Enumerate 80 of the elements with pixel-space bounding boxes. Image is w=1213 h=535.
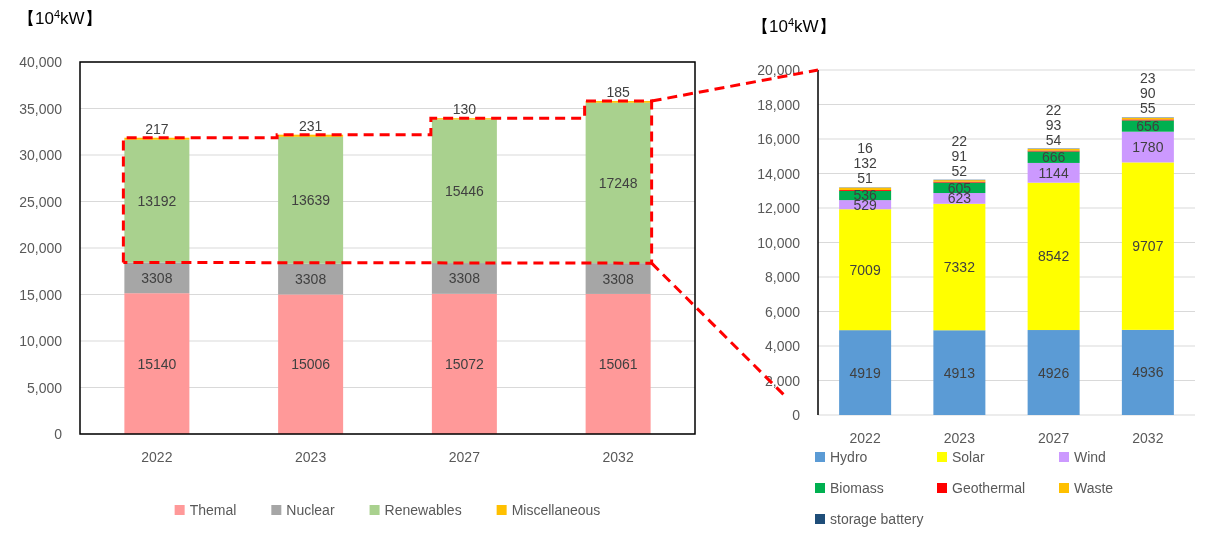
y-tick-label: 20,000 (19, 240, 63, 256)
y-tick-label: 10,000 (757, 234, 801, 251)
data-label: 23 (1140, 70, 1156, 87)
legend-label: Renewables (384, 502, 462, 518)
data-label: 185 (606, 84, 631, 101)
legend-label: Miscellaneous (511, 502, 601, 518)
y-tick-label: 8,000 (764, 269, 801, 285)
data-label: 15140 (137, 355, 177, 372)
y-tick-label: 5,000 (26, 379, 63, 396)
y-tick-label: 0 (54, 426, 63, 442)
y-tick-label: 10,000 (19, 333, 63, 349)
y-tick-label: 12,000 (757, 200, 801, 216)
data-label: 3308 (295, 271, 327, 288)
data-label: 55 (1140, 100, 1156, 117)
data-label: 90 (1140, 85, 1156, 102)
legend-label: Nuclear (286, 502, 335, 518)
data-label: 7009 (849, 261, 881, 278)
y-axis-title: 【10$^{4}$kW】 (18, 8, 102, 28)
data-label: 3308 (602, 270, 634, 287)
x-tick-label: 2023 (943, 430, 976, 446)
y-tick-label: 4,000 (764, 338, 801, 354)
data-label: 231 (298, 117, 323, 134)
data-label: 132 (853, 155, 878, 172)
y-tick-label: 18,000 (757, 96, 801, 113)
data-label: 3308 (141, 269, 173, 286)
data-label: 666 (1041, 149, 1066, 166)
x-tick-label: 2027 (1038, 430, 1070, 446)
legend-label: Biomass (830, 480, 884, 496)
data-label: 217 (145, 120, 169, 137)
data-label: 17248 (598, 174, 638, 191)
y-tick-label: 6,000 (764, 303, 801, 320)
data-label: 656 (1136, 118, 1160, 135)
legend-label: Hydro (830, 449, 868, 465)
x-tick-label: 2022 (849, 430, 881, 446)
data-label: 7332 (943, 259, 976, 276)
data-label: 9707 (1132, 238, 1164, 255)
y-tick-label: 35,000 (19, 100, 63, 117)
x-tick-label: 2032 (1132, 430, 1164, 446)
data-label: 8542 (1038, 248, 1070, 265)
y-tick-label: 30,000 (19, 147, 63, 163)
y-axis-title: 【10$^{4}$kW】 (752, 16, 836, 36)
data-label: 13639 (291, 192, 331, 209)
y-tick-label: 40,000 (19, 54, 63, 70)
data-label: 15006 (291, 356, 331, 373)
data-label: 3308 (448, 270, 481, 287)
data-label: 22 (951, 132, 968, 149)
data-label: 93 (1045, 116, 1062, 133)
data-label: 22 (1045, 101, 1062, 118)
data-label: 1780 (1132, 139, 1164, 156)
x-tick-label: 2023 (295, 449, 327, 465)
x-tick-label: 2027 (448, 449, 481, 465)
legend-label: storage battery (830, 511, 924, 527)
y-tick-label: 15,000 (19, 286, 63, 303)
data-label: 15446 (444, 183, 485, 200)
y-tick-label: 14,000 (757, 165, 801, 182)
data-label: 54 (1045, 131, 1062, 148)
data-label: 1144 (1038, 164, 1069, 181)
x-tick-label: 2022 (141, 449, 173, 465)
data-label: 51 (857, 170, 874, 187)
y-tick-label: 2,000 (764, 372, 801, 389)
data-label: 130 (452, 101, 477, 118)
legend-label: Solar (952, 449, 986, 465)
data-label: 4913 (943, 364, 976, 381)
y-tick-label: 16,000 (757, 131, 801, 147)
data-label: 91 (951, 147, 968, 164)
data-label: 15072 (444, 355, 485, 372)
data-label: 4919 (849, 364, 881, 381)
data-label: 4936 (1132, 364, 1164, 381)
data-label: 16 (857, 140, 874, 157)
y-tick-label: 0 (792, 407, 801, 423)
data-label: 52 (951, 162, 968, 179)
data-label: 15061 (598, 355, 638, 372)
legend-label: Themal (189, 502, 237, 518)
y-tick-label: 25,000 (19, 193, 63, 210)
data-label: 4926 (1038, 364, 1070, 381)
data-label: 13192 (137, 193, 177, 210)
legend-label: Waste (1074, 480, 1114, 496)
legend-label: Wind (1074, 449, 1106, 465)
x-tick-label: 2032 (602, 449, 634, 465)
legend-label: Geothermal (952, 480, 1026, 496)
